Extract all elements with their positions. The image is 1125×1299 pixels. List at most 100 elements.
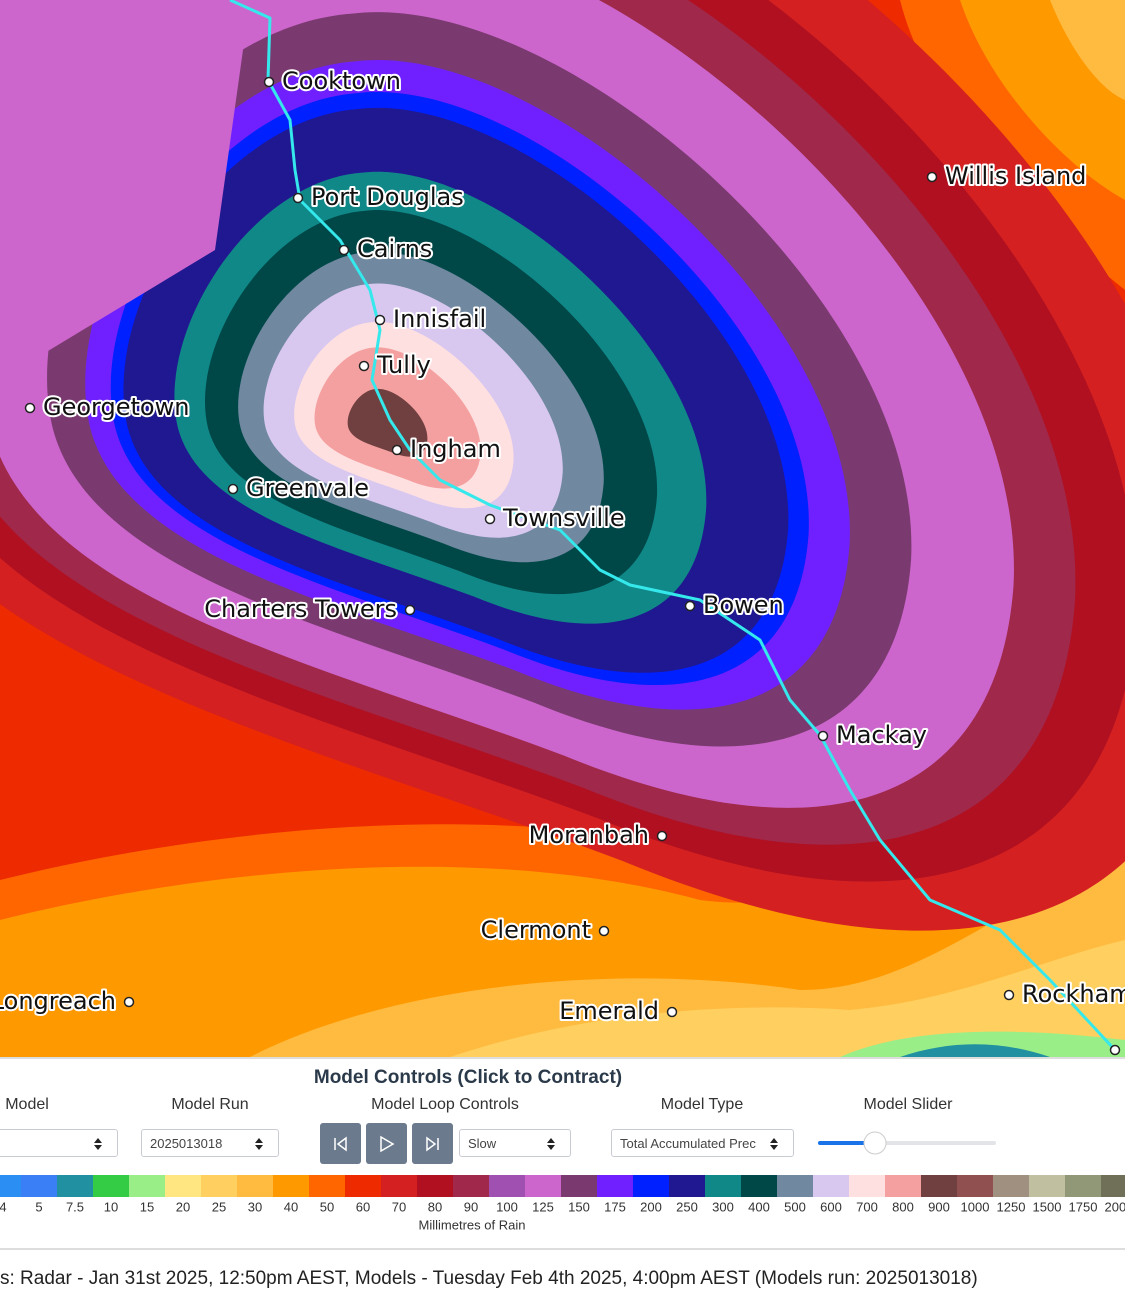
place-dot [926,171,938,183]
legend-label: 1250 [997,1199,1026,1214]
place-dot [24,402,36,414]
select-arrow [94,1138,102,1150]
place-label: Charters Towers [204,595,397,623]
place-dot [123,996,135,1008]
legend-swatch [21,1175,57,1197]
place-dot [338,244,350,256]
legend-label: 15 [140,1199,154,1214]
place-label: Cooktown [282,67,401,95]
select-value: 2025013018 [150,1136,223,1151]
legend-label: 100 [496,1199,518,1214]
place-label: Longreach [0,987,116,1015]
legend-label: 125 [532,1199,554,1214]
legend-swatch [1101,1175,1125,1197]
place-label: Tully [376,351,431,379]
legend-label: 600 [820,1199,842,1214]
legend-label: 1500 [1033,1199,1062,1214]
legend-label: 7.5 [66,1199,84,1214]
legend-label: 5 [35,1199,42,1214]
coastline [229,0,1117,1052]
legend-swatch [813,1175,849,1197]
run-select[interactable]: 2025013018 [141,1129,279,1157]
panel-title[interactable]: Model Controls (Click to Contract) [313,1067,623,1088]
legend-swatch [669,1175,705,1197]
control-label: Model Run [171,1096,249,1113]
legend-swatch [885,1175,921,1197]
legend-swatch [561,1175,597,1197]
legend-swatch [129,1175,165,1197]
divider [0,1248,1125,1250]
rain-band [0,760,1125,1057]
legend-swatch [0,1175,21,1197]
select-arrow [770,1138,778,1150]
legend-label: 1750 [1069,1199,1098,1214]
legend-swatch [1029,1175,1065,1197]
legend-swatch [381,1175,417,1197]
legend-swatch [93,1175,129,1197]
select-value: Slow [468,1136,497,1151]
legend-swatch [237,1175,273,1197]
place-dot [598,925,610,937]
place-dot [358,360,370,372]
legend-swatch [705,1175,741,1197]
place-label: Georgetown [43,393,189,421]
select-arrow [255,1138,263,1150]
place-label: Rockhampton [1022,980,1125,1008]
place-dot [292,192,304,204]
select-arrow [547,1138,555,1150]
legend-swatch [309,1175,345,1197]
step-forward-button[interactable] [412,1123,453,1164]
rain-band [450,940,1125,1057]
legend-label: 70 [392,1199,406,1214]
model-slider[interactable] [810,1127,1010,1159]
legend-swatch [525,1175,561,1197]
place-dot [391,444,403,456]
legend-swatch [273,1175,309,1197]
legend-swatch [489,1175,525,1197]
control-label: Model Slider [863,1096,953,1113]
legend-label: 700 [856,1199,878,1214]
place-dot [656,830,668,842]
legend-label: 300 [712,1199,734,1214]
place-label: Townsville [502,504,625,532]
legend-label: 2000 [1105,1199,1125,1214]
rain-band [900,1044,1050,1057]
legend-label: 200 [640,1199,662,1214]
legend-label: 30 [248,1199,262,1214]
play-button[interactable] [366,1123,407,1164]
speed-select[interactable]: Slow [459,1129,571,1157]
place-dot [404,604,416,616]
footer-text: s: Radar - Jan 31st 2025, 12:50pm AEST, … [0,1268,978,1289]
legend-label: 150 [568,1199,590,1214]
legend-swatch [57,1175,93,1197]
rain-contour [347,388,428,457]
legend-swatch [597,1175,633,1197]
legend-swatch [777,1175,813,1197]
legend-label: 60 [356,1199,370,1214]
legend-label: 4 [0,1199,7,1214]
place-label: Mackay [836,721,927,749]
place-label: Greenvale [246,474,369,502]
legend-label: 90 [464,1199,478,1214]
model-select[interactable] [0,1129,118,1157]
legend-label: 900 [928,1199,950,1214]
legend-label: 250 [676,1199,698,1214]
legend-swatch [417,1175,453,1197]
step-back-button[interactable] [320,1123,361,1164]
type-select[interactable]: Total Accumulated Prec [611,1129,794,1157]
legend-label: 10 [104,1199,118,1214]
legend-label: 400 [748,1199,770,1214]
place-label: Clermont [481,916,591,944]
slider-knob[interactable] [863,1131,887,1155]
place-label: Willis Island [945,162,1086,190]
legend-swatch [201,1175,237,1197]
legend-swatch [453,1175,489,1197]
model-controls: Model Controls (Click to Contract) Model… [0,1057,1125,1252]
legend-title: Millimetres of Rain [419,1217,526,1232]
place-dot [684,600,696,612]
legend-swatch [165,1175,201,1197]
legend-label: 50 [320,1199,334,1214]
rain-band [840,1031,1125,1057]
place-dot [227,483,239,495]
